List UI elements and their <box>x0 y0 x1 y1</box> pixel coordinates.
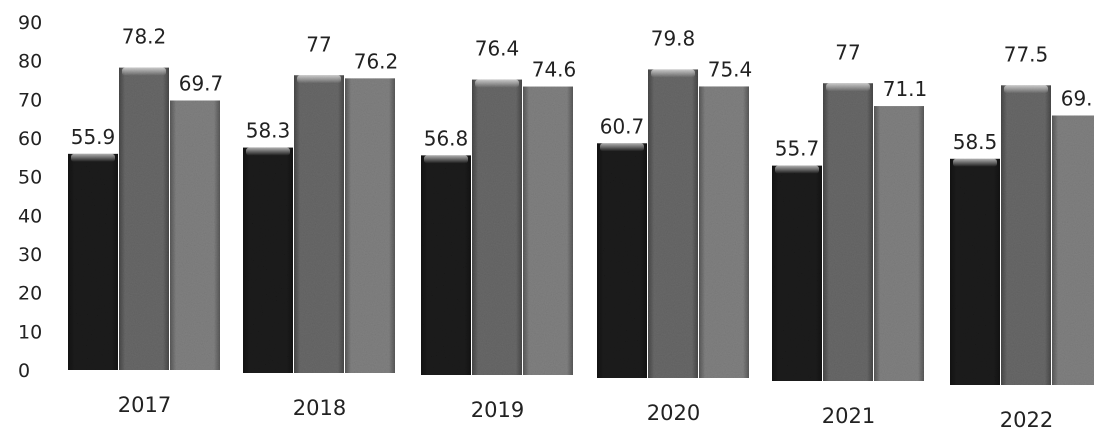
bar-groups: 55.9 78.2 69.7 2017 58.3 77 76.2 2018 56.8 76.4 74… <box>68 25 1094 430</box>
bar-cap-highlight <box>475 79 519 88</box>
bar-shading <box>345 78 395 374</box>
data-label: 69.7 <box>1061 86 1094 110</box>
bar-cap-highlight <box>122 67 166 76</box>
x-tick-label: 2020 <box>647 401 700 425</box>
data-label: 77.5 <box>1004 42 1049 66</box>
bar-cap-highlight <box>71 153 115 162</box>
bar-group-2022: 58.5 77.5 69.7 2022 <box>950 42 1094 430</box>
x-tick-label: 2022 <box>1000 408 1053 430</box>
data-label: 56.8 <box>424 126 469 150</box>
bar-shading <box>597 143 647 378</box>
bar-shading <box>472 79 522 375</box>
bar-shading <box>874 106 924 381</box>
bar-group-2019: 56.8 76.4 74.6 2019 <box>421 37 576 422</box>
bar-shading <box>68 153 118 370</box>
data-label: 79.8 <box>651 26 696 50</box>
data-label: 60.7 <box>600 114 645 138</box>
y-tick-label: 60 <box>18 128 42 150</box>
data-label: 55.9 <box>71 125 116 149</box>
bar-shading <box>648 69 698 378</box>
data-label: 76.2 <box>354 49 399 73</box>
y-tick-label: 70 <box>18 89 42 111</box>
x-tick-label: 2019 <box>471 398 524 422</box>
bar-cap-highlight <box>246 147 290 156</box>
x-tick-label: 2018 <box>293 396 346 420</box>
x-tick-label: 2021 <box>822 404 875 428</box>
bar-group-2018: 58.3 77 76.2 2018 <box>243 32 398 420</box>
bar-shading <box>523 86 573 376</box>
bar-cap-highlight <box>953 158 997 167</box>
bar-shading <box>421 155 471 375</box>
bar-cap-highlight <box>1004 85 1048 94</box>
data-label: 71.1 <box>883 77 928 101</box>
data-label: 75.4 <box>708 57 753 81</box>
bar-cap-highlight <box>297 75 341 84</box>
y-tick-label: 90 <box>18 12 42 34</box>
bar-cap-highlight <box>600 143 644 152</box>
data-label: 55.7 <box>775 137 820 161</box>
y-tick-label: 40 <box>18 205 42 227</box>
bar-cap-highlight <box>775 165 819 174</box>
bar-shading <box>119 67 169 371</box>
bar-group-2021: 55.7 77 71.1 2021 <box>772 40 927 428</box>
y-tick-label: 10 <box>18 321 42 343</box>
y-tick-label: 50 <box>18 167 42 189</box>
bar-shading <box>950 158 1000 385</box>
data-label: 69.7 <box>179 71 224 95</box>
bar-cap-highlight <box>651 69 695 78</box>
bar-shading <box>772 165 822 381</box>
data-label: 78.2 <box>122 25 167 49</box>
bar-shading <box>823 83 873 382</box>
data-label: 58.3 <box>246 119 291 143</box>
data-label: 74.6 <box>532 58 577 82</box>
bar-group-2017: 55.9 78.2 69.7 2017 <box>68 25 223 417</box>
y-tick-label: 80 <box>18 51 42 73</box>
y-tick-label: 0 <box>18 360 30 382</box>
data-label: 58.5 <box>953 130 998 154</box>
bar-shading <box>170 100 220 370</box>
bar-shading <box>699 86 749 378</box>
x-tick-label: 2017 <box>118 393 171 417</box>
bar-shading <box>294 75 344 374</box>
y-tick-label: 20 <box>18 283 42 305</box>
bar-shading <box>1052 115 1094 385</box>
bar-cap-highlight <box>826 83 870 92</box>
bar-group-2020: 60.7 79.8 75.4 2020 <box>597 26 752 425</box>
data-label: 76.4 <box>475 37 520 61</box>
bar-shading <box>243 147 293 373</box>
y-tick-label: 30 <box>18 244 42 266</box>
bar-shading <box>1001 85 1051 385</box>
bar-cap-highlight <box>424 155 468 164</box>
y-axis: 0 10 20 30 40 50 60 70 80 90 <box>18 12 42 382</box>
data-label: 77 <box>306 32 331 56</box>
data-label: 77 <box>835 40 860 64</box>
